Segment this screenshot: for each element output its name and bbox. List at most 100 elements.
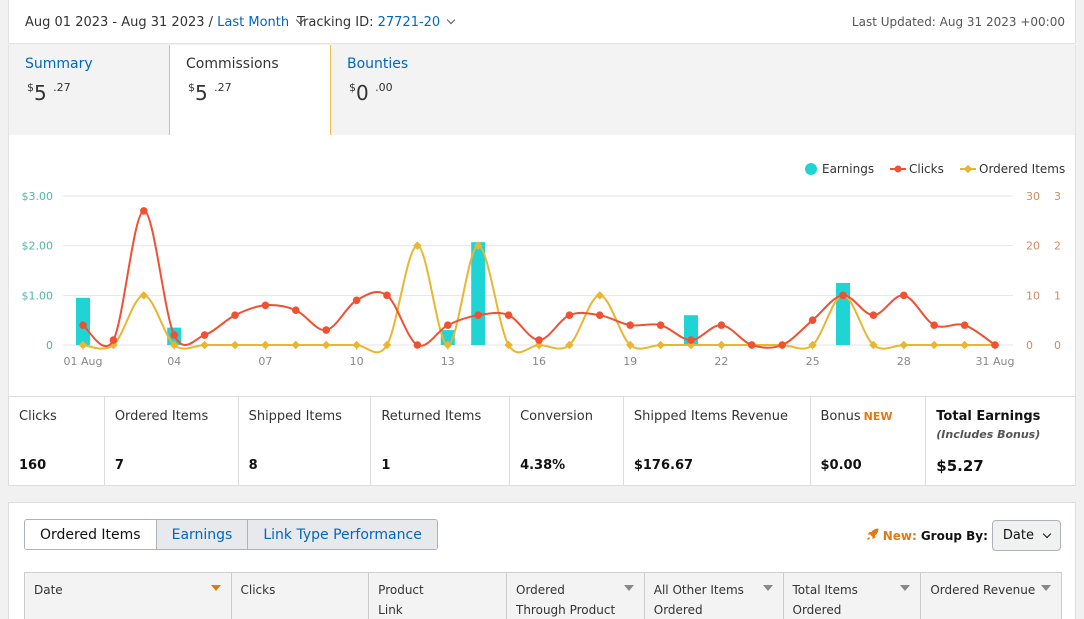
stats-row: Clicks 160 Ordered Items 7 Shipped Items…: [8, 396, 1076, 486]
tracking-id-picker[interactable]: Tracking ID: 27721-20: [297, 15, 456, 30]
tab-bounties-label[interactable]: Bounties: [347, 56, 409, 72]
date-range-preset[interactable]: Last Month: [217, 15, 290, 30]
date-range-picker[interactable]: Aug 01 2023 - Aug 31 2023 / Last Month: [25, 15, 305, 30]
sort-icon[interactable]: [900, 585, 911, 591]
column-header-revenue[interactable]: Ordered Revenue: [921, 573, 1061, 619]
stat-total-earnings: Total Earnings (Includes Bonus) $5.27: [926, 397, 1075, 485]
x-tick-label: 13: [441, 355, 455, 368]
clicks-point: [140, 207, 148, 215]
tracking-id-label: Tracking ID:: [297, 15, 378, 30]
x-tick-label: 25: [806, 355, 820, 368]
clicks-point: [717, 321, 726, 329]
stat-value: 8: [248, 458, 258, 473]
stat-value: 7: [114, 458, 124, 473]
clicks-point: [504, 311, 513, 320]
column-header-clicks[interactable]: Clicks: [232, 573, 370, 619]
y-clicks-tick-label: 10: [1026, 289, 1040, 302]
bounties-amount: $0 .00: [349, 81, 393, 105]
stat-value: $0.00: [820, 458, 862, 473]
group-by-label: Group By:: [920, 528, 988, 543]
stat-label: Returned Items: [381, 409, 482, 424]
clicks-point: [778, 341, 786, 349]
clicks-point: [565, 311, 574, 320]
tab-commissions-label[interactable]: Commissions: [186, 56, 279, 72]
stat-sublabel: (Includes Bonus): [936, 428, 1041, 441]
x-tick-label: 16: [532, 355, 546, 368]
ordered-items-point: [473, 241, 483, 250]
tracking-id-value[interactable]: 27721-20: [377, 15, 441, 30]
ordered-items-point: [960, 340, 969, 350]
report-tabs: Ordered Items Earnings Link Type Perform…: [24, 519, 438, 550]
tab-summary-label[interactable]: Summary: [25, 56, 93, 72]
tab-link-type-performance[interactable]: Link Type Performance: [248, 520, 437, 549]
x-tick-label: 04: [167, 355, 181, 368]
earnings-bar: [836, 282, 850, 345]
stat-label: Total Earnings: [936, 409, 1041, 424]
tab-earnings[interactable]: Earnings: [156, 520, 249, 549]
sort-icon[interactable]: [762, 585, 773, 591]
stat-value: $176.67: [633, 458, 694, 473]
column-header-ordered-through[interactable]: Ordered Through Product Links: [507, 573, 645, 619]
tab-bounties[interactable]: Bounties $0 .00: [331, 45, 491, 135]
y-items-tick-label: 2: [1054, 240, 1061, 253]
y-items-tick-label: 1: [1054, 289, 1061, 302]
summary-amount: $5 .27: [27, 81, 71, 105]
y-clicks-tick-label: 20: [1026, 240, 1040, 253]
y-left-tick-label: $3.00: [22, 190, 54, 203]
earnings-bar: [684, 315, 698, 345]
stat-bonus: Bonus NEW $0.00: [811, 397, 927, 485]
ordered-items-point: [565, 340, 574, 350]
clicks-point: [808, 316, 817, 324]
column-header-date[interactable]: Date: [25, 573, 232, 619]
ordered-items-point: [625, 340, 635, 350]
clicks-point: [109, 336, 118, 344]
stat-clicks: Clicks 160: [9, 397, 105, 485]
sort-icon[interactable]: [623, 585, 634, 591]
column-header-conversion[interactable]: Product Link Conversion: [369, 573, 507, 619]
stat-shipped-items: Shipped Items 8: [239, 397, 372, 485]
clicks-point: [79, 321, 87, 329]
earnings-chart-panel: $3.00 30 3 $2.00 20 2 $1.00 10 1 0 0 0 01 Aug 04 07 10 1…: [8, 135, 1076, 396]
sort-icon[interactable]: [1041, 585, 1052, 591]
clicks-point: [748, 341, 756, 349]
legend-clicks-label: Clicks: [909, 162, 944, 176]
sort-icon[interactable]: [210, 585, 221, 591]
group-by-control: New: Group By: Date: [866, 520, 1061, 551]
column-header-total-items[interactable]: Total Items Ordered: [784, 573, 922, 619]
tab-ordered-items[interactable]: Ordered Items: [25, 520, 157, 549]
ordered-items-point: [504, 340, 513, 350]
ordered-items-point: [230, 340, 240, 350]
clicks-point: [413, 341, 422, 349]
clicks-point: [626, 321, 634, 329]
rocket-icon: [866, 527, 880, 545]
stat-label: Bonus NEW: [820, 409, 893, 424]
column-header-other-items[interactable]: All Other Items Ordered: [645, 573, 784, 619]
y-clicks-tick-label: 0: [1026, 339, 1033, 352]
clicks-point: [596, 311, 604, 320]
commissions-amount: $5 .27: [188, 81, 232, 105]
x-tick-label: 07: [258, 355, 272, 368]
group-by-select[interactable]: Date: [991, 520, 1061, 551]
date-range-text: Aug 01 2023 - Aug 31 2023 /: [25, 15, 218, 30]
ordered-items-point: [291, 340, 301, 350]
ordered-items-point: [717, 340, 726, 350]
stat-label: Shipped Items: [248, 409, 342, 424]
stat-value: 4.38%: [520, 458, 566, 473]
stat-value: 1: [381, 458, 391, 473]
ordered-items-point: [321, 340, 331, 350]
clicks-point: [200, 331, 209, 339]
ordered-items-point: [595, 291, 605, 300]
ordered-items-point: [413, 241, 422, 250]
ordered-items-point: [261, 340, 270, 350]
tab-commissions[interactable]: Commissions $5 .27: [169, 45, 331, 149]
y-clicks-tick-label: 30: [1026, 190, 1040, 203]
tab-summary[interactable]: Summary $5 .27: [9, 45, 169, 135]
clicks-point: [869, 311, 878, 320]
clicks-point: [656, 321, 665, 329]
chevron-down-icon: [1042, 529, 1052, 538]
clicks-point: [352, 296, 361, 305]
report-table-panel: Ordered Items Earnings Link Type Perform…: [8, 502, 1076, 619]
stat-label: Conversion: [520, 409, 593, 424]
clicks-point: [444, 321, 452, 329]
clicks-point: [383, 291, 391, 300]
